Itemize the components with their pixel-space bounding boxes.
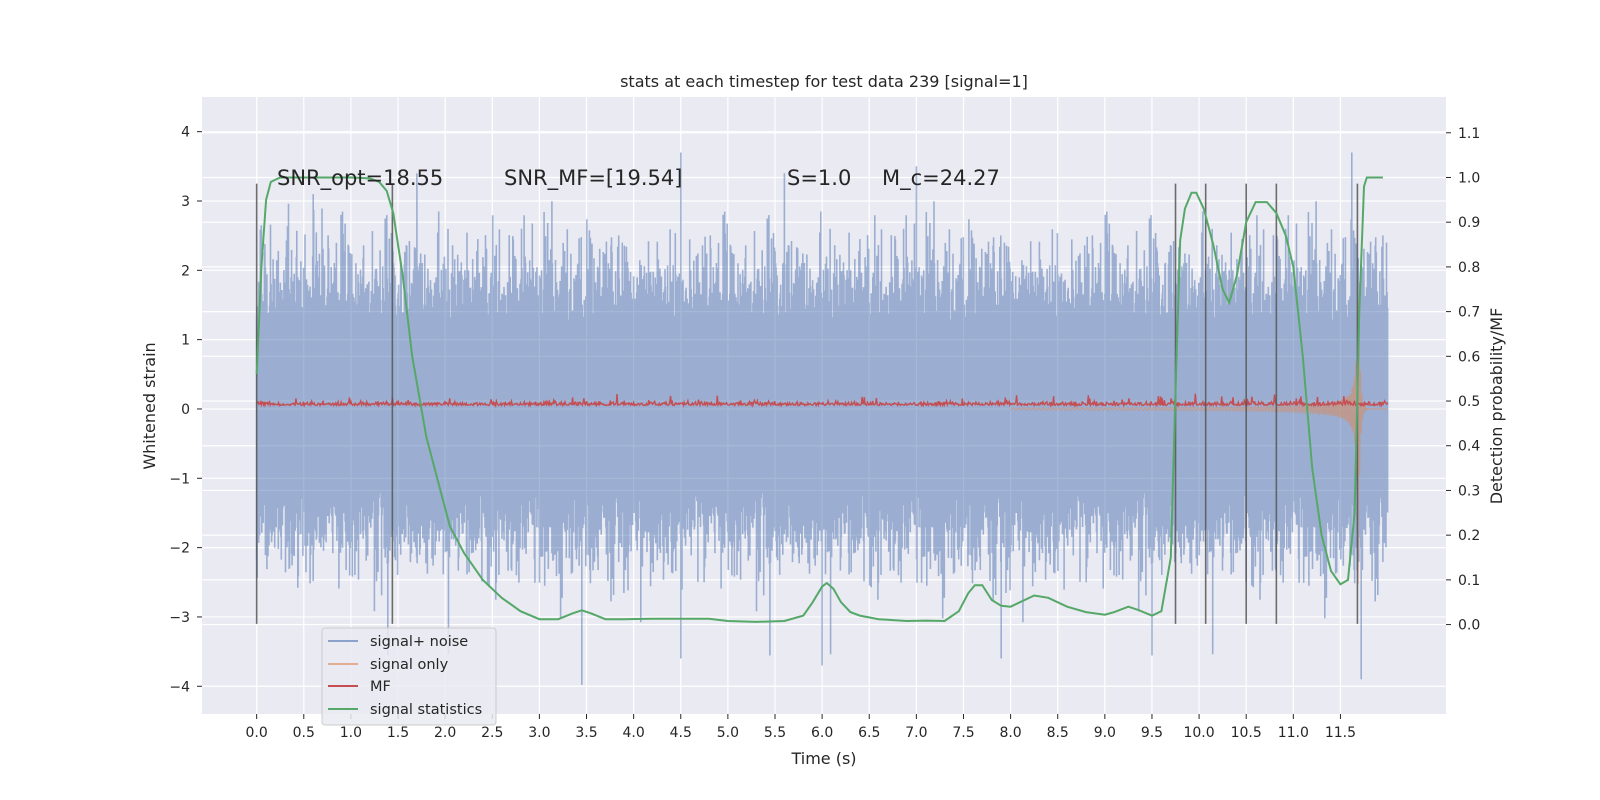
y2-tick-label: 0.4 <box>1458 439 1480 455</box>
x-tick-label: 3.0 <box>528 725 550 741</box>
y-tick-label: 2 <box>181 263 190 279</box>
y-tick-label: −3 <box>169 610 190 626</box>
x-tick-label: 10.0 <box>1183 725 1214 741</box>
mf-series <box>256 393 1389 409</box>
y2-axis-label: Detection probability/MF <box>1487 308 1506 505</box>
x-tick-label: 10.5 <box>1231 725 1262 741</box>
x-tick-label: 8.0 <box>999 725 1021 741</box>
plot-area <box>255 152 1389 685</box>
x-tick-label: 11.0 <box>1278 725 1309 741</box>
annotation-mc: M_c=24.27 <box>882 166 1000 191</box>
y-tick-label: 1 <box>181 333 190 349</box>
x-tick-label: 1.5 <box>387 725 409 741</box>
y-tick-label: 0 <box>181 402 190 418</box>
x-tick-label: 4.5 <box>670 725 692 741</box>
x-tick-label: 4.0 <box>622 725 644 741</box>
annotation-snr-mf: SNR_MF=[19.54] <box>504 166 682 191</box>
x-tick-label: 9.0 <box>1094 725 1116 741</box>
legend-label-mf: MF <box>370 679 391 695</box>
y2-tick-label: 0.5 <box>1458 394 1480 410</box>
y2-tick-label: 0.3 <box>1458 483 1480 499</box>
x-tick-label: 3.5 <box>575 725 597 741</box>
legend-label-signal-only: signal only <box>370 657 449 673</box>
x-tick-label: 5.0 <box>717 725 739 741</box>
legend-label-signal-statistics: signal statistics <box>370 702 482 718</box>
annotation-snr-opt: SNR_opt=18.55 <box>277 166 443 191</box>
x-tick-label: 2.0 <box>434 725 456 741</box>
x-tick-label: 9.5 <box>1141 725 1163 741</box>
y2-tick-label: 1.1 <box>1458 126 1480 142</box>
y2-tick-label: 1.0 <box>1458 170 1480 186</box>
x-tick-label: 1.0 <box>340 725 362 741</box>
legend: signal+ noise signal only MF signal stat… <box>321 627 497 726</box>
y-tick-label: −2 <box>169 541 190 557</box>
y2-tick-label: 0.9 <box>1458 215 1480 231</box>
y2-tick-label: 0.2 <box>1458 528 1480 544</box>
y-axis-left: −4 −3 −2 −1 0 1 2 3 4 <box>169 125 202 695</box>
x-tick-label: 11.5 <box>1325 725 1356 741</box>
y-tick-label: −1 <box>169 471 190 487</box>
signal-statistics-series <box>255 176 1383 623</box>
annotation-s: S=1.0 <box>787 166 851 190</box>
x-tick-label: 7.0 <box>905 725 927 741</box>
y-axis-label: Whitened strain <box>140 342 159 469</box>
y2-tick-label: 0.1 <box>1458 573 1480 589</box>
x-tick-label: 0.0 <box>246 725 268 741</box>
y-tick-label: 3 <box>181 194 190 210</box>
legend-box <box>321 627 497 726</box>
chart-title: stats at each timestep for test data 239… <box>620 72 1028 91</box>
y-axis-right: 0.0 0.1 0.2 0.3 0.4 0.5 0.6 0.7 0.8 0.9 1.0 1.1 <box>1446 126 1480 634</box>
y2-tick-label: 0.6 <box>1458 349 1480 365</box>
x-tick-label: 6.0 <box>811 725 833 741</box>
x-tick-label: 0.5 <box>293 725 315 741</box>
y2-tick-label: 0.8 <box>1458 260 1480 276</box>
x-tick-label: 2.5 <box>481 725 503 741</box>
x-tick-label: 6.5 <box>858 725 880 741</box>
legend-label-signal-noise: signal+ noise <box>370 634 468 650</box>
x-axis-label: Time (s) <box>790 749 856 768</box>
y2-tick-label: 0.0 <box>1458 618 1480 634</box>
x-tick-label: 5.5 <box>764 725 786 741</box>
x-axis: 0.0 0.5 1.0 1.5 2.0 2.5 3.0 3.5 4.0 4.5 5.0 5.5 6.0 6… <box>246 714 1356 741</box>
y2-tick-label: 0.7 <box>1458 305 1480 321</box>
y-tick-label: −4 <box>169 679 190 695</box>
x-tick-label: 7.5 <box>952 725 974 741</box>
x-tick-label: 8.5 <box>1047 725 1069 741</box>
y-tick-label: 4 <box>181 125 190 141</box>
